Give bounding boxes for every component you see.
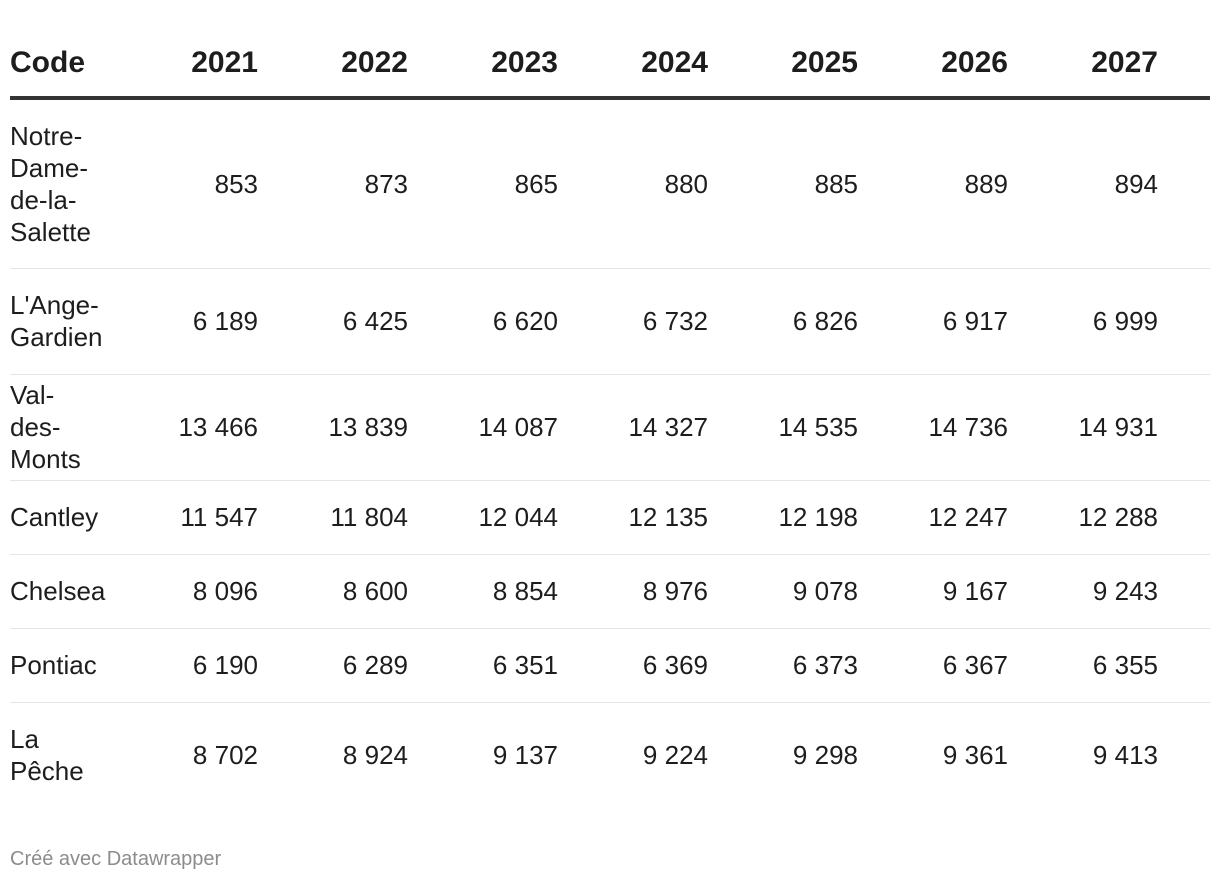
value-cell-2027: 6 999 [1060,268,1210,375]
value-cell-2023: 9 137 [492,740,558,771]
value-cell-2024: 9 224 [642,740,708,771]
value-cell-2027: 12 288 [1060,480,1210,555]
row-label-cell: Notre- Dame-de-la- Salette [10,98,160,269]
column-header-2022[interactable]: 2022 [310,0,460,100]
value-cell-2021: 13 466 [160,374,310,481]
column-header-2024[interactable]: 2024 [610,0,760,100]
table-row: Pontiac 6 190 6 289 6 351 6 369 6 373 6 367 6 3… [10,628,1210,703]
row-label-line: Dame- [10,152,89,183]
value-cell-2026: 14 736 [910,374,1060,481]
value-cell-2022: 13 839 [310,374,460,481]
header-row: Code 2021 2022 2023 2024 2025 2026 2027 [10,0,1210,100]
column-header-2025[interactable]: 2025 [760,0,910,100]
row-label-line: Salette [10,216,91,247]
value-cell-2022: 11 804 [310,480,460,555]
value-cell-2026: 9 361 [942,740,1008,771]
value-cell-2027: 6 355 [1060,628,1210,703]
row-label-line: La [10,724,39,755]
value-cell-2024: 880 [610,98,760,269]
row-label-cell: L'Ange- Gardien [10,268,160,375]
value-cell-2027: 894 [1060,98,1210,269]
row-label-line: Gardien [10,322,103,352]
column-header-code[interactable]: Code [10,0,160,100]
value-cell-2027: 9 243 [1060,554,1210,629]
row-label-cell: La Pêche [10,702,160,808]
row-label-line: Chelsea [10,576,106,606]
value-cell-2023: 14 087 [460,374,610,481]
table-row: Notre- Dame-de-la- Salette 853 873 865 880 885 8… [10,98,1210,269]
value-cell-2024: 6 369 [610,628,760,703]
table-row: Cantley 11 547 11 804 12 044 12 135 12 198 12 … [10,480,1210,555]
value-cell-2021: 11 547 [160,480,310,555]
row-label-line: Pontiac [10,650,97,680]
value-cell-2026: 12 247 [910,480,1060,555]
table-body: Notre- Dame-de-la- Salette 853 873 865 880 885 8… [10,98,1210,808]
row-label-line: Cantley [10,502,99,532]
row-label-cell: Chelsea [10,554,160,629]
value-cell-2025: 9 298 [792,740,858,771]
credit-footer[interactable]: Créé avec Datawrapper [10,848,222,870]
value-cell-2024: 8 976 [610,554,760,629]
row-label-cell: Val-des- Monts [10,374,160,481]
value-cell-2026: 9 167 [910,554,1060,629]
value-cell-2027: 14 931 [1060,374,1210,481]
table-row: La Pêche 8 702 8 924 9 137 9 224 9 298 9 361 9 4… [10,702,1210,808]
value-cell-2026: 6 367 [910,628,1060,703]
value-cell-2022: 6 289 [310,628,460,703]
value-cell-2021: 853 [160,98,310,269]
value-cell-2026: 889 [910,98,1060,269]
value-cell-2022: 8 924 [342,740,408,771]
value-cell-2025: 6 373 [760,628,910,703]
value-cell-2023: 12 044 [460,480,610,555]
value-cell-2025: 885 [760,98,910,269]
value-cell-2023: 6 620 [460,268,610,375]
row-label-cell: Pontiac [10,628,160,703]
data-table-container: Code 2021 2022 2023 2024 2025 2026 2027 Notre- D… [10,0,1210,808]
value-cell-2022: 6 425 [310,268,460,375]
value-cell-2025: 9 078 [760,554,910,629]
data-table: Code 2021 2022 2023 2024 2025 2026 2027 Notre- D… [10,0,1210,808]
value-cell-2023: 865 [460,98,610,269]
table-row: L'Ange- Gardien 6 189 6 425 6 620 6 732 6 826 6… [10,268,1210,375]
value-cell-2025: 6 826 [760,268,910,375]
value-cell-2024: 14 327 [610,374,760,481]
value-cell-2021: 8 096 [160,554,310,629]
column-header-2026[interactable]: 2026 [910,0,1060,100]
value-cell-2025: 14 535 [760,374,910,481]
row-label-line: Notre- [10,120,83,151]
row-label-line: de-la- [10,184,77,215]
row-label-line: Pêche [10,756,84,787]
row-label-line: L'Ange- [10,290,99,320]
value-cell-2021: 6 189 [160,268,310,375]
table-row: Val-des- Monts 13 466 13 839 14 087 14 327 14 … [10,374,1210,481]
column-header-2023[interactable]: 2023 [460,0,610,100]
value-cell-2027: 9 413 [1092,740,1158,771]
value-cell-2021: 6 190 [160,628,310,703]
value-cell-2024: 12 135 [610,480,760,555]
value-cell-2021: 8 702 [192,740,258,771]
value-cell-2022: 873 [310,98,460,269]
row-label-line: Val-des- [10,380,61,442]
column-header-2027[interactable]: 2027 [1060,0,1210,100]
value-cell-2022: 8 600 [310,554,460,629]
value-cell-2023: 6 351 [460,628,610,703]
table-row: Chelsea 8 096 8 600 8 854 8 976 9 078 9 167 9 2… [10,554,1210,629]
value-cell-2025: 12 198 [760,480,910,555]
value-cell-2024: 6 732 [610,268,760,375]
row-label-cell: Cantley [10,480,160,555]
value-cell-2026: 6 917 [910,268,1060,375]
row-label-line: Monts [10,444,81,474]
value-cell-2023: 8 854 [460,554,610,629]
column-header-2021[interactable]: 2021 [160,0,310,100]
